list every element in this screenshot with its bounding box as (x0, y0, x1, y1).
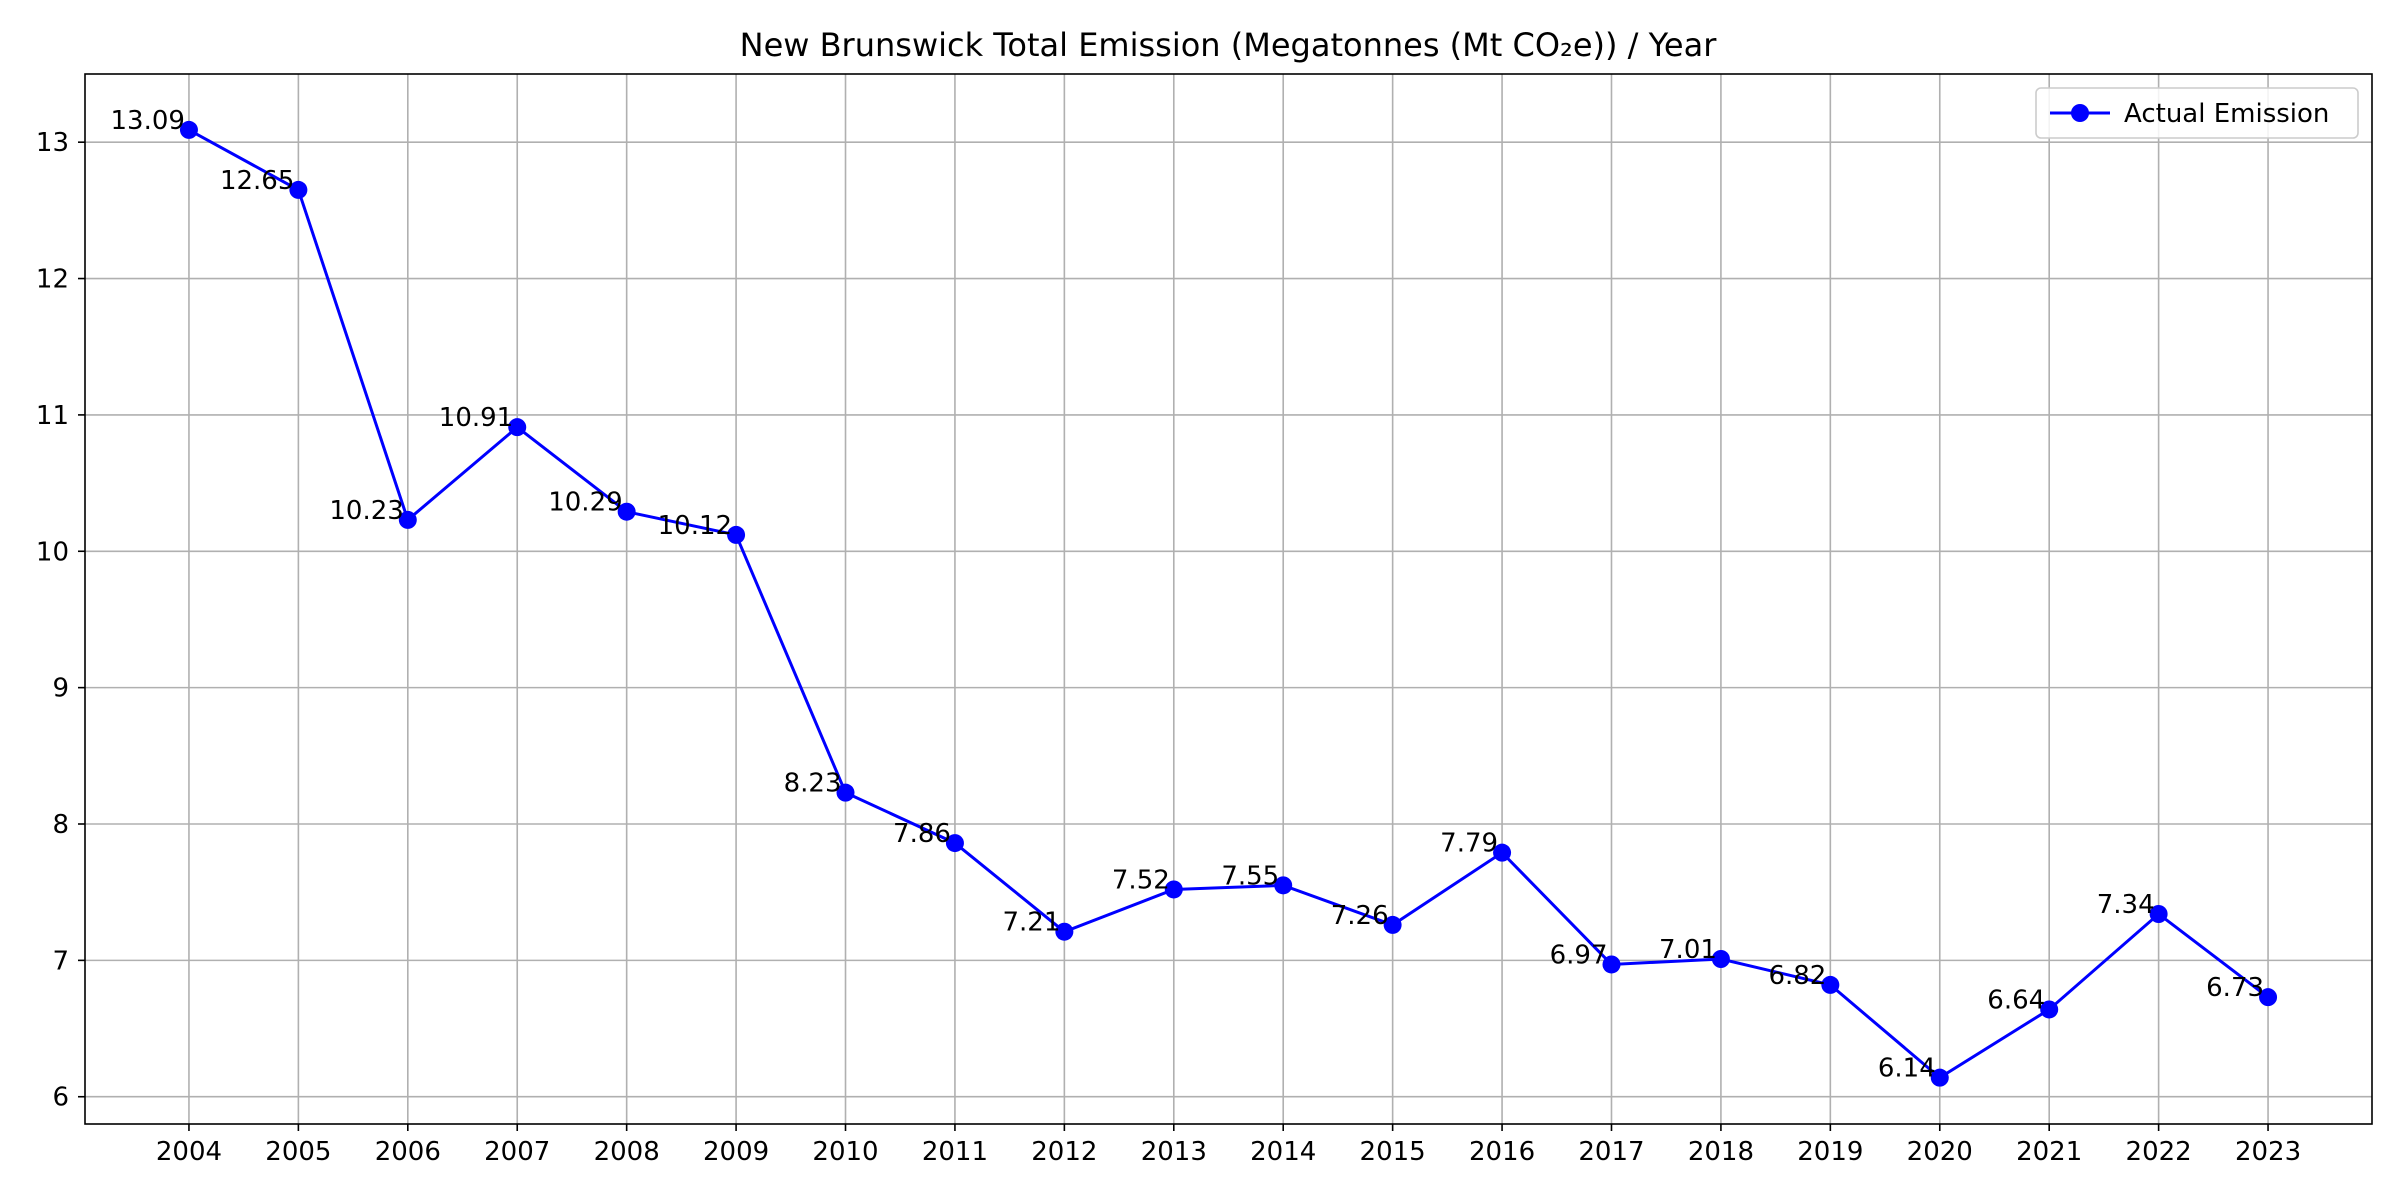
data-point (1274, 876, 1293, 895)
data-label: 8.23 (784, 769, 842, 799)
data-point (1383, 915, 1402, 934)
data-label: 7.01 (1659, 935, 1717, 965)
y-tick-label: 12 (36, 265, 69, 295)
x-tick-label: 2021 (2016, 1137, 2082, 1167)
x-tick-label: 2023 (2235, 1137, 2301, 1167)
chart-title: New Brunswick Total Emission (Megatonnes… (740, 26, 1718, 64)
x-tick-label: 2008 (594, 1137, 660, 1167)
x-tick-label: 2011 (922, 1137, 988, 1167)
x-tick-label: 2012 (1031, 1137, 1097, 1167)
data-label: 6.14 (1878, 1054, 1936, 1084)
legend-marker (2071, 104, 2089, 122)
data-point (1164, 880, 1183, 899)
data-point (1055, 922, 1074, 941)
data-point (727, 525, 746, 544)
x-tick-label: 2020 (1907, 1137, 1973, 1167)
y-tick-label: 9 (52, 674, 69, 704)
grid (85, 74, 2372, 1124)
legend: Actual Emission (2035, 87, 2359, 139)
y-tick-label: 8 (52, 810, 69, 840)
y-tick-label: 13 (36, 128, 69, 158)
x-tick-label: 2016 (1469, 1137, 1535, 1167)
data-label: 13.09 (111, 106, 185, 136)
data-point (398, 510, 417, 529)
data-label: 10.91 (439, 403, 513, 433)
data-point (1930, 1068, 1949, 1087)
data-label: 7.79 (1440, 829, 1498, 859)
data-point (617, 502, 636, 521)
series-layer (179, 120, 2278, 1087)
data-point (2259, 988, 2278, 1007)
data-label: 6.82 (1768, 961, 1826, 991)
data-label: 10.29 (548, 488, 622, 518)
data-label: 7.52 (1112, 865, 1170, 895)
x-tick-label: 2018 (1688, 1137, 1754, 1167)
data-label: 6.64 (1987, 985, 2045, 1015)
x-tick-label: 2022 (2126, 1137, 2192, 1167)
data-point (2040, 1000, 2059, 1019)
data-point (1711, 950, 1730, 968)
data-label: 6.97 (1550, 940, 1608, 970)
x-tick-label: 2009 (703, 1137, 769, 1167)
data-label: 10.23 (329, 496, 403, 526)
x-tick-label: 2019 (1797, 1137, 1863, 1167)
y-tick-label: 6 (52, 1083, 69, 1113)
y-tick-label: 11 (36, 401, 69, 431)
data-point (508, 418, 527, 437)
legend-label: Actual Emission (2124, 99, 2329, 129)
axes: 2004 2005 2006 2007 2008 2009 2010 2011 2012 2013… (36, 73, 2373, 1167)
legend-box (2035, 87, 2359, 139)
y-tick-label: 7 (52, 946, 69, 976)
data-label: 7.21 (1002, 908, 1060, 938)
data-point (1602, 955, 1621, 974)
x-tick-label: 2017 (1578, 1137, 1644, 1167)
x-tick-label: 2007 (484, 1137, 550, 1167)
x-tick-label: 2004 (156, 1137, 222, 1167)
data-label: 6.73 (2206, 973, 2264, 1003)
data-label: 7.26 (1331, 901, 1389, 931)
x-tick-label: 2006 (375, 1137, 441, 1167)
data-point (2149, 905, 2168, 923)
data-label: 10.12 (658, 511, 732, 541)
data-point (1493, 843, 1512, 862)
data-point (1821, 975, 1840, 994)
x-tick-label: 2013 (1141, 1137, 1207, 1167)
data-label: 7.86 (893, 819, 951, 849)
x-tick-label: 2010 (812, 1137, 878, 1167)
data-point (289, 180, 308, 199)
data-label: 7.34 (2097, 890, 2155, 920)
data-labels: 13.09 12.65 10.23 10.91 10.29 10.12 8.23 7.86 7.… (111, 106, 2265, 1084)
data-point (179, 120, 198, 139)
x-tick-label: 2005 (265, 1137, 331, 1167)
y-tick-label: 10 (36, 537, 69, 567)
x-tick-label: 2014 (1250, 1137, 1316, 1167)
data-point (836, 783, 855, 802)
plot-frame (84, 73, 2373, 1125)
data-label: 12.65 (220, 166, 294, 196)
data-label: 7.55 (1221, 861, 1279, 891)
series-line (188, 128, 2269, 1080)
data-point (945, 834, 964, 853)
x-tick-label: 2015 (1360, 1137, 1426, 1167)
